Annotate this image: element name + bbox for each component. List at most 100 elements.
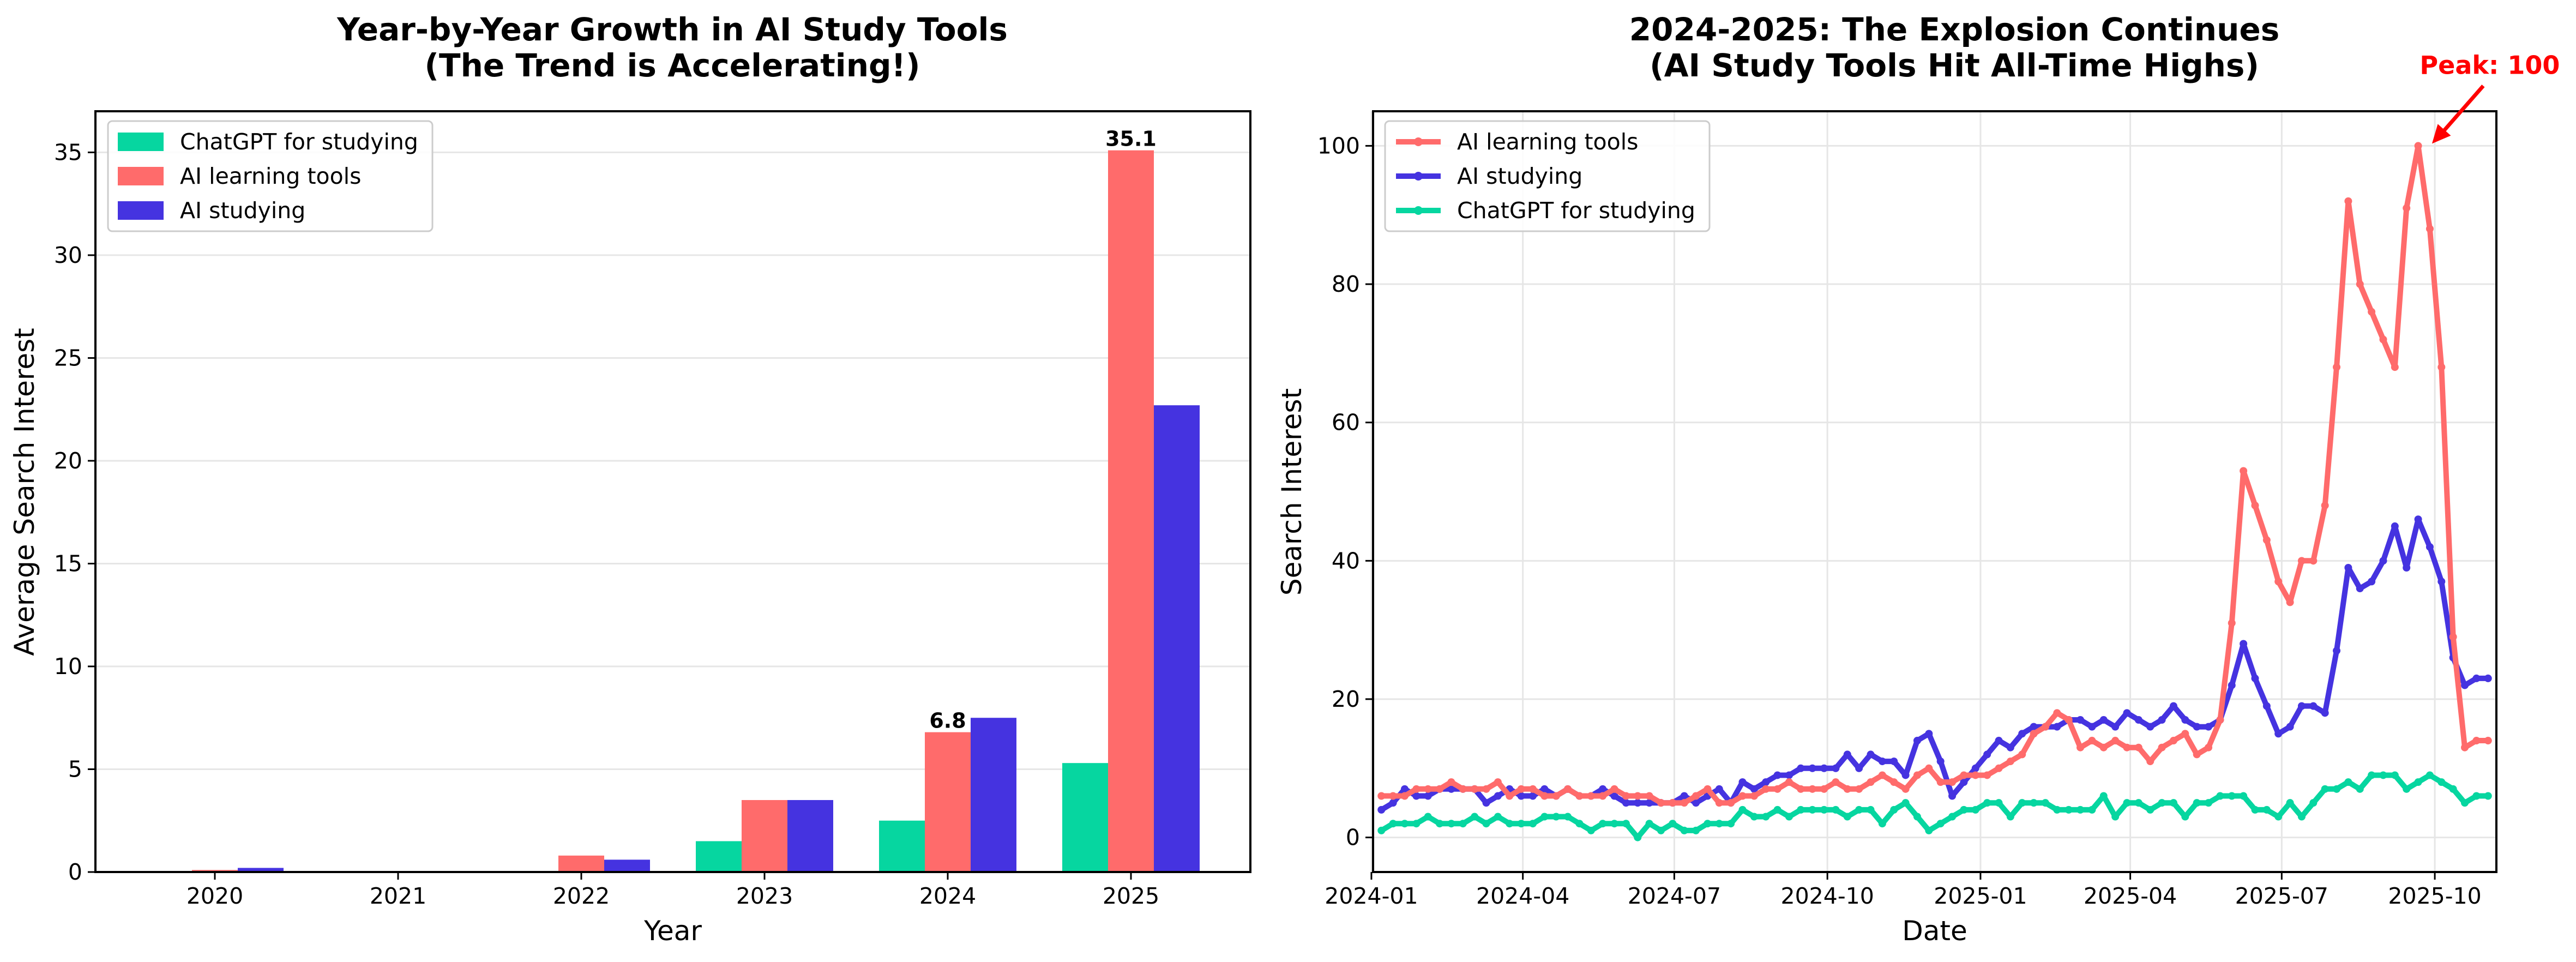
point-ai-learning-tools — [2251, 501, 2259, 509]
point-chatgpt-for-studying — [2356, 785, 2364, 793]
point-ai-learning-tools — [2425, 225, 2434, 233]
bar-ai-learning-tools-2023 — [742, 800, 787, 872]
point-ai-studying — [1692, 799, 1700, 807]
point-chatgpt-for-studying — [2158, 799, 2166, 807]
point-ai-learning-tools — [2297, 557, 2306, 565]
point-ai-learning-tools — [1715, 799, 1723, 807]
point-ai-studying — [1738, 778, 1747, 786]
point-chatgpt-for-studying — [1412, 820, 1421, 828]
point-ai-studying — [1610, 792, 1618, 800]
point-chatgpt-for-studying — [1727, 820, 1735, 828]
bar-chart-bars — [192, 150, 1200, 872]
point-ai-studying — [1412, 792, 1421, 800]
point-chatgpt-for-studying — [1960, 805, 1968, 814]
line-x-tick-label: 2025-01 — [1934, 883, 2027, 909]
point-chatgpt-for-studying — [2333, 785, 2341, 793]
point-chatgpt-for-studying — [1610, 820, 1618, 828]
point-chatgpt-for-studying — [2181, 813, 2189, 821]
point-ai-studying — [2309, 702, 2318, 710]
point-ai-studying — [2030, 723, 2038, 731]
point-ai-studying — [1482, 799, 1490, 807]
point-chatgpt-for-studying — [2099, 792, 2108, 800]
point-ai-studying — [1797, 764, 1805, 772]
point-ai-learning-tools — [2286, 598, 2294, 606]
point-chatgpt-for-studying — [1436, 820, 1444, 828]
line-y-tick-label: 0 — [1346, 825, 1360, 851]
point-chatgpt-for-studying — [1564, 813, 1572, 821]
line-legend-marker — [1414, 206, 1423, 215]
point-ai-learning-tools — [2030, 730, 2038, 738]
line-chart: 2024-2025: The Explosion Continues (AI S… — [1276, 11, 2560, 947]
point-chatgpt-for-studying — [1715, 820, 1723, 828]
point-ai-learning-tools — [2088, 737, 2096, 745]
point-ai-learning-tools — [1960, 771, 1968, 779]
point-ai-learning-tools — [1773, 785, 1781, 793]
point-chatgpt-for-studying — [1575, 820, 1584, 828]
point-ai-studying — [2228, 681, 2236, 689]
bar-y-tick-label: 10 — [54, 653, 82, 680]
point-ai-studying — [1715, 785, 1723, 793]
point-ai-studying — [1843, 750, 1851, 759]
line-y-tick-label: 100 — [1317, 133, 1360, 159]
point-chatgpt-for-studying — [2030, 799, 2038, 807]
point-ai-learning-tools — [2158, 743, 2166, 751]
bar-chart-legend: ChatGPT for studying AI learning tools AI … — [107, 120, 434, 232]
point-ai-learning-tools — [1540, 792, 1549, 800]
point-chatgpt-for-studying — [2344, 778, 2352, 786]
point-ai-studying — [1995, 737, 2003, 745]
point-chatgpt-for-studying — [1657, 826, 1665, 834]
point-chatgpt-for-studying — [1867, 805, 1875, 814]
point-ai-learning-tools — [1564, 785, 1572, 793]
point-chatgpt-for-studying — [1797, 805, 1805, 814]
point-chatgpt-for-studying — [2041, 799, 2049, 807]
point-chatgpt-for-studying — [1482, 820, 1490, 828]
point-ai-learning-tools — [1925, 764, 1933, 772]
point-chatgpt-for-studying — [1948, 813, 1957, 821]
point-ai-studying — [2274, 730, 2283, 738]
point-chatgpt-for-studying — [2437, 778, 2446, 786]
point-ai-learning-tools — [1400, 792, 1409, 800]
point-ai-studying — [1878, 757, 1886, 766]
point-ai-studying — [2251, 674, 2259, 682]
line-chart-subtitle: (AI Study Tools Hit All-Time Highs) — [1650, 47, 2259, 84]
bar-legend-swatch — [118, 201, 164, 220]
point-chatgpt-for-studying — [2169, 799, 2177, 807]
point-chatgpt-for-studying — [1645, 820, 1653, 828]
peak-arrow-head — [2431, 124, 2451, 144]
bar-x-tick-label: 2023 — [736, 883, 793, 909]
point-chatgpt-for-studying — [1762, 813, 1770, 821]
point-ai-studying — [1447, 785, 1455, 793]
bar-x-tick-label: 2020 — [186, 883, 243, 909]
point-chatgpt-for-studying — [2472, 792, 2481, 800]
point-ai-learning-tools — [1750, 792, 1758, 800]
line-y-tick-label: 60 — [1332, 410, 1360, 436]
point-ai-studying — [2053, 723, 2061, 731]
line-chart-title: 2024-2025: The Explosion Continues — [1629, 11, 2279, 48]
line-x-tick-label: 2025-07 — [2235, 883, 2328, 909]
point-chatgpt-for-studying — [2403, 785, 2411, 793]
point-chatgpt-for-studying — [2251, 805, 2259, 814]
point-chatgpt-for-studying — [1738, 805, 1747, 814]
point-ai-learning-tools — [2006, 757, 2014, 766]
point-chatgpt-for-studying — [2262, 805, 2271, 814]
point-ai-studying — [2403, 564, 2411, 572]
line-ai-learning-tools — [1379, 143, 2491, 806]
point-chatgpt-for-studying — [1587, 826, 1595, 834]
point-ai-learning-tools — [2344, 197, 2352, 205]
point-ai-studying — [1983, 750, 1991, 759]
peak-annotation: Peak: 100 — [2419, 50, 2560, 144]
point-chatgpt-for-studying — [2146, 805, 2154, 814]
bar-y-tick-label: 15 — [54, 550, 82, 576]
point-ai-studying — [1389, 799, 1397, 807]
point-ai-learning-tools — [1704, 785, 1712, 793]
bar-legend-label: AI studying — [180, 197, 305, 224]
point-ai-learning-tools — [2437, 363, 2446, 371]
point-ai-learning-tools — [1494, 778, 1502, 786]
point-ai-studying — [2099, 716, 2108, 724]
point-chatgpt-for-studying — [1506, 820, 1514, 828]
point-chatgpt-for-studying — [1901, 799, 1910, 807]
bar-ai-learning-tools-2022 — [558, 855, 604, 872]
point-chatgpt-for-studying — [2379, 771, 2387, 779]
point-ai-learning-tools — [2181, 730, 2189, 738]
point-chatgpt-for-studying — [1890, 805, 1898, 814]
